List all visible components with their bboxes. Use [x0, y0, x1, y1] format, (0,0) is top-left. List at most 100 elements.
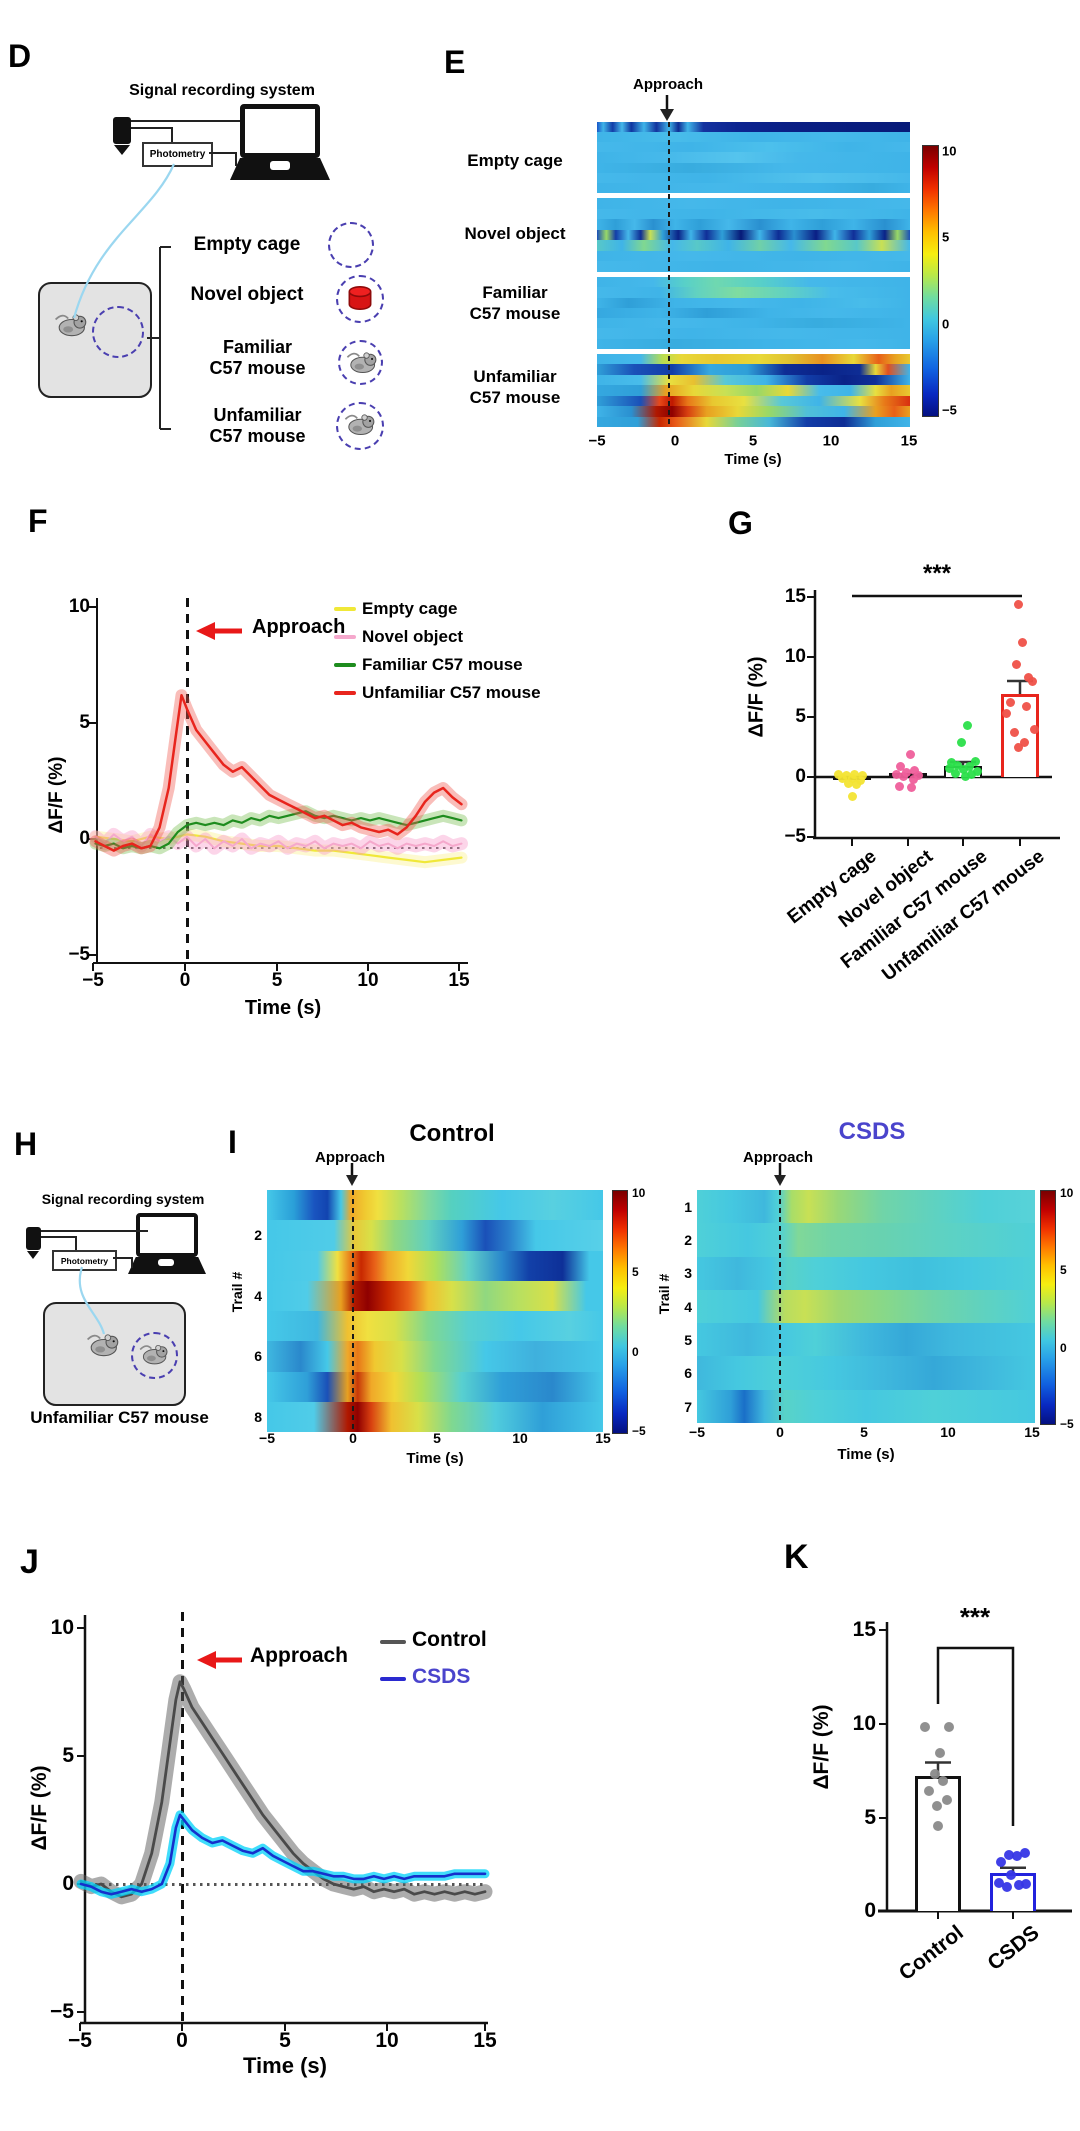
f-y-axis-label: ΔF/F (%) — [46, 756, 67, 834]
camera-icon — [26, 1227, 41, 1250]
axis-tick-label: 15 — [1024, 1424, 1040, 1440]
axis-tick-label: 2 — [254, 1227, 262, 1243]
f-baseline-dotted-line — [100, 847, 462, 849]
axis-tick-label: 15 — [784, 586, 806, 607]
heatmap-row — [697, 1289, 1035, 1324]
axis-tick-label: −5 — [942, 402, 957, 418]
axis-tick-label: 0 — [179, 970, 191, 991]
data-point — [1002, 1881, 1012, 1892]
i-control-x-axis-label: Time (s) — [406, 1450, 464, 1467]
heatmap-row — [597, 122, 910, 133]
axis-tick-label: 0 — [1060, 1341, 1067, 1355]
i-control-approach-arrowhead — [346, 1175, 358, 1186]
axis-tick-label: −5 — [1060, 1417, 1074, 1431]
heatmap-row — [267, 1401, 603, 1432]
axis-tick-label: −5 — [632, 1424, 646, 1438]
condition-label-unfamiliar: Unfamiliar C57 mouse — [195, 405, 320, 447]
f-approach-red-arrowhead — [196, 622, 215, 640]
panel-label-e: E — [444, 44, 466, 80]
e-approach-arrowhead — [660, 109, 674, 121]
data-point — [1006, 1870, 1016, 1881]
data-point — [895, 762, 905, 772]
axis-tick-label: 7 — [684, 1399, 692, 1415]
photometry-box: Photometry — [142, 142, 213, 167]
data-point — [964, 761, 974, 771]
data-point — [1005, 698, 1015, 708]
heatmap-row — [267, 1280, 603, 1311]
axis-tick-label: −5 — [82, 970, 104, 991]
heatmap-row — [597, 261, 910, 273]
e-row-label-empty: Empty cage — [467, 151, 563, 170]
j-legend-csds: CSDS — [412, 1665, 471, 1688]
axis-tick-label: 0 — [776, 1424, 784, 1440]
novel-object-circle — [336, 275, 384, 323]
data-point — [956, 737, 966, 747]
data-point — [952, 760, 962, 770]
f-legend-unfamiliar: Unfamiliar C57 mouse — [362, 683, 541, 702]
e-approach-label: Approach — [632, 76, 703, 93]
h-title: Signal recording system — [41, 1191, 205, 1207]
data-point — [1014, 1879, 1024, 1890]
data-point — [932, 1800, 942, 1811]
condition-familiar-line2: C57 mouse — [209, 358, 306, 378]
data-point — [1027, 676, 1037, 686]
e-heatmap-unfamiliar — [597, 354, 910, 427]
panel-label-h: H — [14, 1126, 38, 1162]
i-control-approach-label: Approach — [314, 1149, 385, 1166]
data-point — [855, 775, 865, 785]
axis-tick-label: 0 — [670, 432, 680, 450]
camera-lens-icon — [114, 145, 130, 155]
target-zone-dashed-circle — [92, 306, 144, 358]
i-csds-approach-arrowhead — [774, 1175, 786, 1186]
i-csds-approach-label: Approach — [742, 1149, 813, 1166]
heatmap-row — [597, 307, 910, 319]
data-point — [1023, 672, 1033, 682]
data-point — [942, 1795, 952, 1806]
g-axis-ticks — [807, 596, 1021, 846]
panel-label-i: I — [228, 1124, 237, 1160]
i-csds-event-dashed-line — [779, 1190, 781, 1423]
data-point — [946, 757, 956, 767]
mouse-icon — [84, 1330, 120, 1358]
j-legend-chip-csds — [380, 1677, 406, 1681]
data-point — [950, 768, 960, 778]
data-point — [1021, 701, 1031, 711]
j-y-axis-label: ΔF/F (%) — [28, 1765, 51, 1851]
f-legend-empty: Empty cage — [362, 599, 458, 618]
category-label: CSDS — [983, 1921, 1044, 1976]
axis-tick-label: 6 — [254, 1348, 262, 1364]
axis-tick-label: 10 — [512, 1430, 528, 1446]
e-heatmap-novel-object — [597, 198, 910, 273]
i-control-heatmap — [267, 1190, 603, 1432]
data-point — [851, 780, 861, 790]
axis-tick-label: 10 — [50, 1616, 74, 1639]
axis-tick-label: 10 — [1060, 1186, 1074, 1200]
axis-tick-label: 8 — [254, 1409, 262, 1425]
familiar-mouse-circle — [338, 340, 383, 385]
f-legend-chip-unfamiliar — [334, 691, 356, 695]
axis-tick-label: 0 — [176, 2029, 188, 2052]
data-point — [847, 791, 857, 801]
axis-tick-label: 15 — [852, 1618, 876, 1641]
e-row-label-familiar: Familiar C57 mouse — [445, 282, 585, 324]
laptop-screen-icon — [240, 104, 320, 158]
heatmap-row — [697, 1223, 1035, 1257]
data-point — [1020, 1847, 1030, 1858]
data-point — [1013, 742, 1023, 752]
data-point — [920, 1721, 930, 1732]
data-point — [1013, 599, 1023, 609]
data-point — [960, 771, 970, 781]
heatmap-row — [597, 395, 910, 407]
axis-tick-label: 0 — [864, 1899, 876, 1922]
condition-unfamiliar-line1: Unfamiliar — [213, 405, 302, 425]
axis-tick-label: −5 — [689, 1424, 705, 1440]
axis-tick-label: −5 — [588, 432, 606, 450]
e-row-unfamiliar-line2: C57 mouse — [469, 388, 561, 407]
i-csds-x-axis-label: Time (s) — [837, 1446, 895, 1463]
j-baseline-dotted-line — [88, 1883, 486, 1886]
f-legend-chip-empty — [334, 607, 356, 611]
heatmap-row — [597, 240, 910, 251]
e-row-familiar-line2: C57 mouse — [469, 304, 561, 323]
axis-tick-label: 0 — [79, 828, 90, 849]
